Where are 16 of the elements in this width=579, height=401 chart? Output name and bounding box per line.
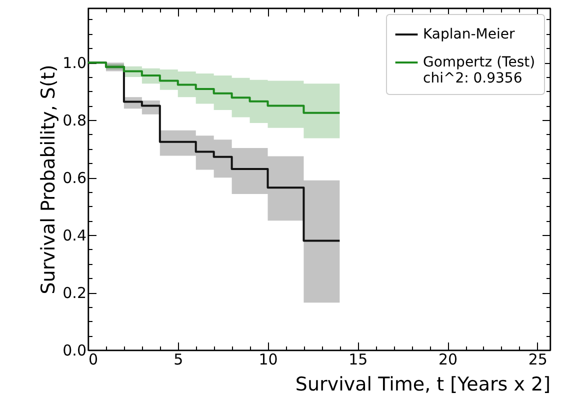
y-axis-title: Survival Probability, S(t) (38, 64, 60, 294)
y-tick-label: 0.2 (62, 284, 86, 302)
y-tick-label: 0.0 (62, 342, 86, 360)
x-tick-label: 10 (258, 350, 278, 368)
y-tick-label: 0.4 (62, 226, 86, 245)
y-tick-label: 1.0 (62, 54, 86, 72)
x-tick-label: 25 (528, 350, 548, 368)
x-tick-label: 5 (174, 350, 184, 368)
x-tick-label: 20 (438, 350, 458, 368)
x-tick-label: 0 (88, 350, 98, 368)
x-axis-title: Survival Time, t [Years x 2] (295, 374, 550, 396)
legend-label: Gompertz (Test) chi^2: 0.9356 (423, 54, 536, 86)
legend-label: Kaplan-Meier (423, 26, 515, 42)
y-tick-label: 0.8 (62, 112, 86, 130)
y-tick-label: 0.6 (62, 169, 86, 188)
x-tick-label: 15 (348, 350, 368, 368)
